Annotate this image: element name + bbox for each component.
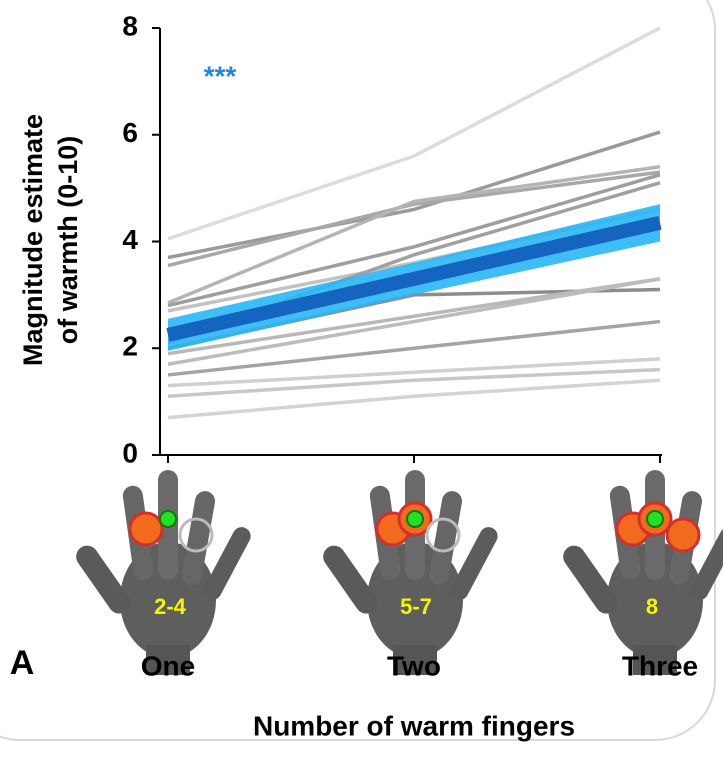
y-tick-label: 2 xyxy=(122,331,138,362)
hand-label: 5-7 xyxy=(400,594,432,619)
participant-line xyxy=(167,277,661,356)
y-tick-label: 8 xyxy=(122,10,138,41)
hand-label: 8 xyxy=(646,594,658,619)
panel-label: A xyxy=(10,644,35,682)
y-tick-label: 0 xyxy=(122,437,138,468)
y-axis-title: Magnitude estimate xyxy=(18,114,48,366)
participant-line xyxy=(167,165,661,305)
panel-frame xyxy=(0,0,716,741)
hand-three xyxy=(558,470,723,675)
participant-line xyxy=(167,367,661,399)
significance-annotation: *** xyxy=(204,60,237,91)
x-axis-title: Number of warm fingers xyxy=(253,710,575,741)
y-tick-label: 6 xyxy=(122,117,138,148)
hand-label: 2-4 xyxy=(154,594,187,619)
y-tick-label: 4 xyxy=(122,224,138,255)
hand-two xyxy=(318,470,501,675)
participant-line xyxy=(167,173,661,308)
participant-line xyxy=(167,277,661,366)
x-tick-label: Three xyxy=(622,650,698,681)
x-tick-label: Two xyxy=(387,650,441,681)
participant-line xyxy=(167,26,661,241)
participant-line xyxy=(167,130,661,260)
x-tick-label: One xyxy=(141,650,195,681)
participant-line xyxy=(167,170,661,268)
mean-line xyxy=(166,215,662,342)
participant-line xyxy=(167,319,661,377)
participant-line xyxy=(167,357,661,388)
y-axis-title: of warmth (0-10) xyxy=(53,136,83,345)
hand-one xyxy=(71,470,254,675)
participant-line xyxy=(167,378,661,420)
